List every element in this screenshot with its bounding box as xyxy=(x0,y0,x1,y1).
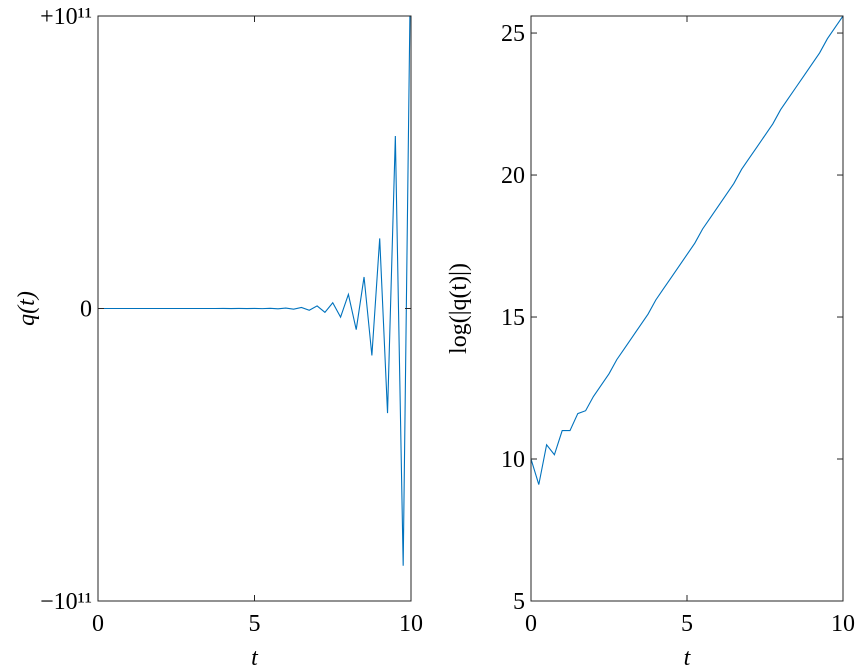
x-axis-label: t xyxy=(251,645,259,671)
data-line xyxy=(98,16,411,566)
x-tick-label: 10 xyxy=(831,611,855,637)
x-tick-label: 5 xyxy=(681,611,693,637)
y-tick-label: 25 xyxy=(501,21,525,47)
y-tick-label: 20 xyxy=(501,163,525,189)
y-tick-label: 15 xyxy=(501,305,525,331)
y-tick-label: 5 xyxy=(513,589,525,615)
data-line xyxy=(531,16,843,485)
y-tick-label: 0 xyxy=(80,297,92,323)
x-axis-label: t xyxy=(684,645,692,671)
y-tick-label: −10¹¹ xyxy=(40,589,92,615)
x-tick-label: 0 xyxy=(525,611,537,637)
y-axis-label: q(t) xyxy=(14,291,40,326)
y-tick-label: +10¹¹ xyxy=(40,4,92,30)
axes-box xyxy=(530,15,844,602)
x-tick-label: 10 xyxy=(399,611,423,637)
x-tick-label: 0 xyxy=(92,611,104,637)
y-tick-label: 10 xyxy=(501,447,525,473)
y-axis-label: log(|q(t)|) xyxy=(446,263,472,354)
x-tick-label: 5 xyxy=(249,611,261,637)
